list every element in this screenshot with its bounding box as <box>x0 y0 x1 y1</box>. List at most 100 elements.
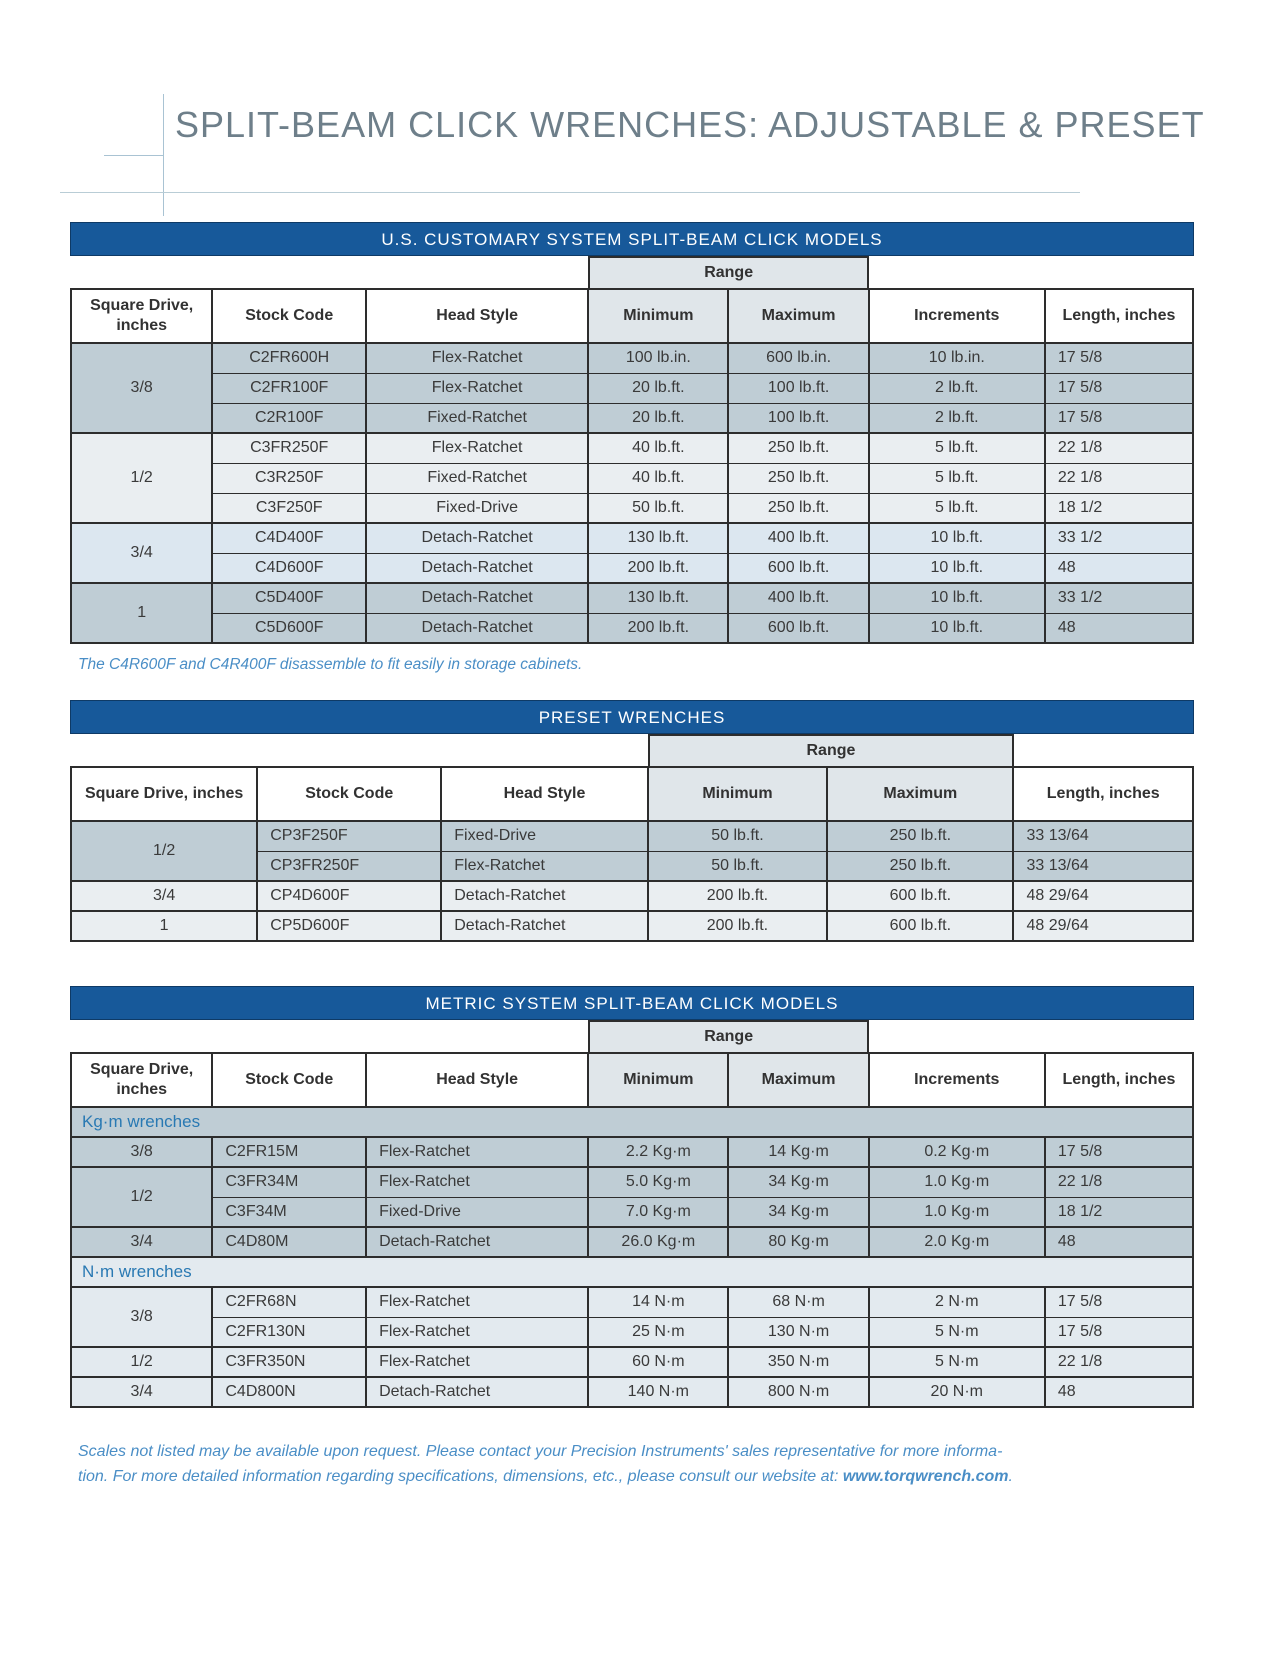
cell: Flex-Ratchet <box>440 850 649 882</box>
col-header-maximum: Maximum <box>727 1052 870 1108</box>
square-drive-cell: 1/2 <box>69 432 214 524</box>
cell: CP3FR250F <box>256 850 443 882</box>
metric-header-row: Square Drive, inches Stock Code Head Sty… <box>69 1052 1195 1108</box>
page-title: SPLIT-BEAM CLICK WRENCHES: ADJUSTABLE & … <box>175 104 1205 145</box>
cell: CP3F250F <box>256 820 443 852</box>
us-range-label: Range <box>588 256 870 288</box>
cell: 2 N·m <box>867 1286 1046 1318</box>
page-footnote: Scales not listed may be available upon … <box>78 1440 1088 1490</box>
cell: 22 1/8 <box>1043 432 1195 464</box>
cell: Flex-Ratchet <box>365 432 590 464</box>
cell: 200 lb.ft. <box>587 612 730 644</box>
cell: Flex-Ratchet <box>365 1316 590 1348</box>
cell: 0.2 Kg·m <box>867 1136 1046 1168</box>
us-table-title-band: U.S. CUSTOMARY SYSTEM SPLIT-BEAM CLICK M… <box>70 222 1194 256</box>
table-row: 1/2 C3FR350N Flex-Ratchet 60 N·m 350 N·m 5 N·… <box>69 1346 1195 1378</box>
cell: 250 lb.ft. <box>727 432 870 464</box>
square-drive-cell: 3/4 <box>69 880 259 912</box>
cell: 48 <box>1043 552 1195 584</box>
preset-range-label: Range <box>647 734 1015 766</box>
cell: 1.0 Kg·m <box>867 1166 1046 1198</box>
preset-table-block: PRESET WRENCHES Range Square Drive, inch… <box>69 700 1194 942</box>
cell: Detach-Ratchet <box>365 1376 590 1408</box>
cell: Flex-Ratchet <box>365 372 590 404</box>
cell: Detach-Ratchet <box>440 880 649 912</box>
col-header-minimum: Minimum <box>646 766 829 822</box>
cell: 14 Kg·m <box>727 1136 870 1168</box>
square-drive-cell: 3/4 <box>69 1376 214 1408</box>
cell: 18 1/2 <box>1043 492 1195 524</box>
section-header-row: N·m wrenches <box>70 1256 1194 1288</box>
square-drive-cell: 3/8 <box>69 342 214 434</box>
cell: 68 N·m <box>727 1286 870 1318</box>
table-row: 3/8 C2FR600H Flex-Ratchet 100 lb.in. 600 lb.… <box>69 342 1195 434</box>
col-header-length: Length, inches <box>1012 766 1194 822</box>
cell: 5 lb.ft. <box>867 462 1046 494</box>
cell: 18 1/2 <box>1043 1196 1195 1228</box>
cell: C3FR250F <box>211 432 368 464</box>
col-header-maximum: Maximum <box>727 288 870 344</box>
cell: 22 1/8 <box>1043 462 1195 494</box>
cell: 800 N·m <box>727 1376 870 1408</box>
cell: 5.0 Kg·m <box>587 1166 730 1198</box>
cell: 50 lb.ft. <box>587 492 730 524</box>
table-row: C2FR130N Flex-Ratchet 25 N·m 130 N·m 5 N·m 17… <box>71 1316 1195 1348</box>
cell: 400 lb.ft. <box>727 522 870 554</box>
cell: 50 lb.ft. <box>646 820 829 852</box>
table-row: C2R100F Fixed-Ratchet 20 lb.ft. 100 lb.ft. 2… <box>71 402 1195 434</box>
cell: 17 5/8 <box>1043 402 1195 434</box>
cell: 80 Kg·m <box>727 1226 870 1258</box>
cell: 48 29/64 <box>1012 880 1194 912</box>
cell: 10 lb.ft. <box>867 612 1046 644</box>
square-drive-cell: 1/2 <box>69 820 259 882</box>
cell: 10 lb.ft. <box>867 582 1046 614</box>
cell: 250 lb.ft. <box>727 462 870 494</box>
metric-range-row: Range <box>70 1020 1194 1052</box>
table-row: 1 CP5D600F Detach-Ratchet 200 lb.ft. 600 lb.… <box>69 910 1194 942</box>
table-row: C3F250F Fixed-Drive 50 lb.ft. 250 lb.ft. 5 l… <box>71 492 1195 524</box>
cell: 2 lb.ft. <box>867 402 1046 434</box>
cell: C3F34M <box>211 1196 368 1228</box>
cell: 22 1/8 <box>1043 1166 1195 1198</box>
cell: 17 5/8 <box>1043 372 1195 404</box>
cell: 5 N·m <box>867 1346 1046 1378</box>
col-header-stock-code: Stock Code <box>256 766 443 822</box>
cell: 100 lb.ft. <box>727 402 870 434</box>
cell: Detach-Ratchet <box>440 910 649 942</box>
section-header-row: Kg·m wrenches <box>70 1106 1194 1138</box>
cell: 140 N·m <box>587 1376 730 1408</box>
square-drive-cell: 1 <box>69 910 259 942</box>
us-header-row: Square Drive, inches Stock Code Head Sty… <box>69 288 1195 344</box>
cell: 130 lb.ft. <box>587 522 730 554</box>
table-row: CP3FR250F Flex-Ratchet 50 lb.ft. 250 lb.ft.… <box>71 850 1194 882</box>
cell: 22 1/8 <box>1043 1346 1195 1378</box>
cell: 7.0 Kg·m <box>587 1196 730 1228</box>
cell: C4D800N <box>211 1376 368 1408</box>
col-header-head-style: Head Style <box>440 766 649 822</box>
cell: 48 29/64 <box>1012 910 1194 942</box>
cell: 2.0 Kg·m <box>867 1226 1046 1258</box>
table-row: 1 C5D400F Detach-Ratchet 130 lb.ft. 400 lb.f… <box>69 582 1195 644</box>
square-drive-cell: 3/8 <box>69 1286 214 1348</box>
cell: Fixed-Drive <box>440 820 649 852</box>
website-url: www.torqwrench.com <box>842 1467 1009 1485</box>
us-range-row: Range <box>70 256 1194 288</box>
cell: 33 1/2 <box>1043 522 1195 554</box>
cell: Fixed-Ratchet <box>365 462 590 494</box>
cell: C2FR68N <box>211 1286 368 1318</box>
square-drive-cell: 3/4 <box>69 1226 214 1258</box>
cell: 20 lb.ft. <box>587 402 730 434</box>
us-customary-table-block: U.S. CUSTOMARY SYSTEM SPLIT-BEAM CLICK M… <box>69 222 1195 644</box>
square-drive-cell: 3/8 <box>69 1136 214 1168</box>
table-row: 3/4 CP4D600F Detach-Ratchet 200 lb.ft. 600 l… <box>69 880 1194 912</box>
table-row: 3/4 C4D80M Detach-Ratchet 26.0 Kg·m 80 Kg·m 2… <box>69 1226 1195 1258</box>
cell: Detach-Ratchet <box>365 522 590 554</box>
cell: 10 lb.in. <box>867 342 1046 374</box>
cell: 600 lb.ft. <box>826 880 1015 912</box>
section-label: N·m wrenches <box>70 1256 1194 1288</box>
cell: 17 5/8 <box>1043 1316 1195 1348</box>
cell: C2R100F <box>211 402 368 434</box>
metric-table-block: METRIC SYSTEM SPLIT-BEAM CLICK MODELS Ra… <box>69 986 1195 1408</box>
cell: 600 lb.ft. <box>727 612 870 644</box>
cell: Detach-Ratchet <box>365 612 590 644</box>
